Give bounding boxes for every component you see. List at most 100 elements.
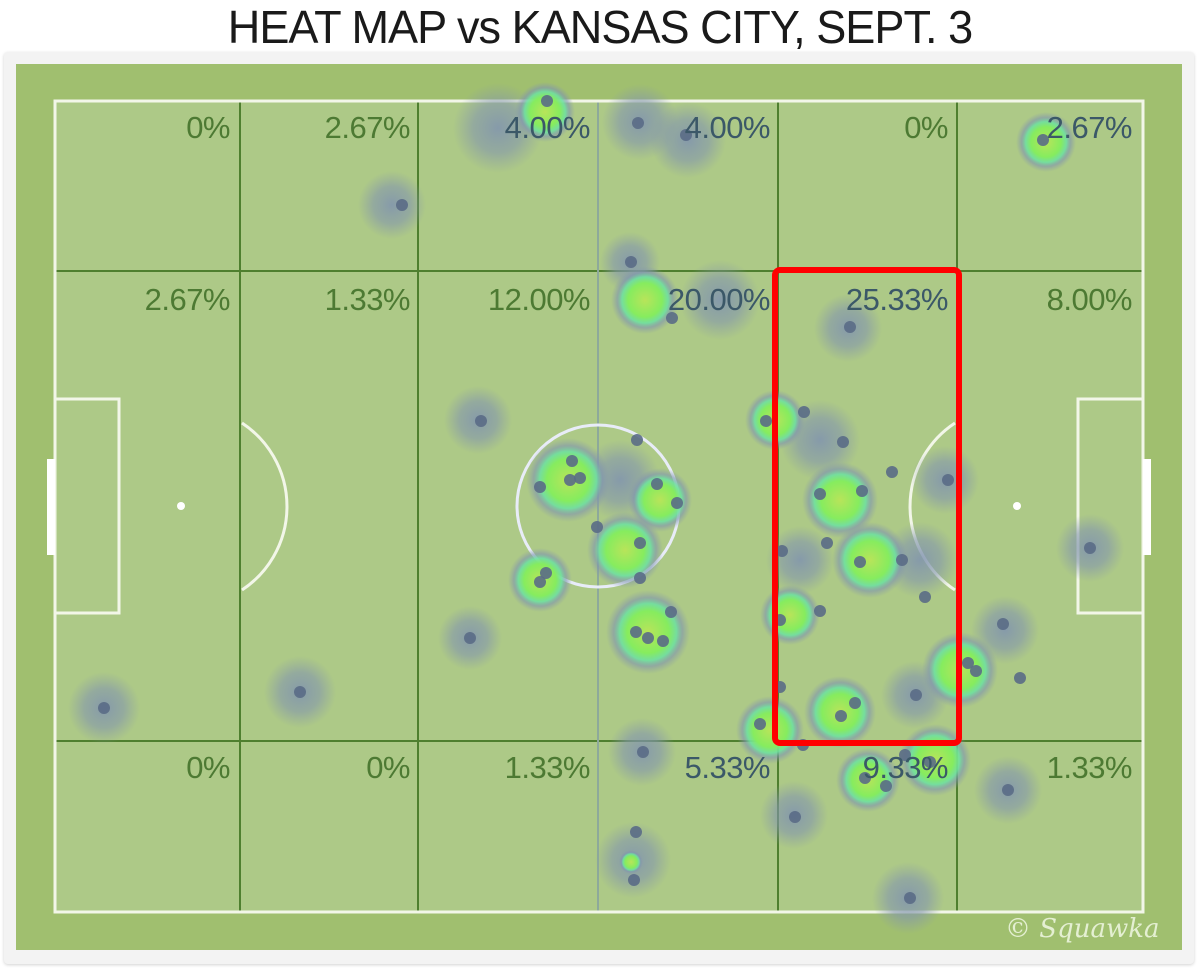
zone-percentage: 2.67%: [324, 110, 411, 145]
touch-dot: [637, 746, 649, 758]
touch-dot: [904, 892, 916, 904]
touch-dot: [849, 697, 861, 709]
touch-dot: [541, 95, 553, 107]
touch-dot: [942, 474, 954, 486]
touch-dot: [837, 436, 849, 448]
touch-dot: [835, 710, 847, 722]
zone-percentage: 1.33%: [1046, 750, 1133, 785]
touch-dot: [657, 635, 669, 647]
heat-blob-hot: [628, 468, 692, 532]
touch-dot: [294, 686, 306, 698]
touch-dot: [540, 567, 552, 579]
touch-dot: [1014, 672, 1026, 684]
zone-percentage: 1.33%: [324, 282, 411, 317]
touch-dots: [98, 95, 1096, 904]
touch-dot: [910, 689, 922, 701]
touch-dot: [919, 591, 931, 603]
heat-blob-hot: [611, 266, 679, 334]
touch-dot: [789, 811, 801, 823]
zone-percentage: 0%: [366, 750, 410, 785]
touch-dot: [1002, 784, 1014, 796]
heat-blob-cool: [358, 171, 426, 239]
zone-percentage: 1.33%: [504, 750, 591, 785]
touch-dot: [634, 572, 646, 584]
zone-percentage: 4.00%: [504, 110, 591, 145]
right-goal: [1143, 459, 1151, 555]
touch-dot: [856, 485, 868, 497]
touch-dot: [396, 199, 408, 211]
touch-dot: [776, 545, 788, 557]
touch-dot: [630, 626, 642, 638]
zone-percentage: 0%: [186, 750, 230, 785]
heat-blob-hot: [832, 522, 908, 598]
zone-percentage: 0%: [186, 110, 230, 145]
touch-dot: [464, 632, 476, 644]
touch-dot: [880, 780, 892, 792]
heat-blob-hot: [760, 585, 820, 645]
touch-dot: [630, 826, 642, 838]
touch-dot: [564, 474, 576, 486]
touch-dot: [574, 472, 586, 484]
left-goal: [47, 459, 55, 555]
zone-percentage: 5.33%: [684, 750, 771, 785]
touch-dot: [534, 481, 546, 493]
touch-dot: [671, 497, 683, 509]
touch-dot: [632, 117, 644, 129]
touch-dot: [886, 466, 898, 478]
touch-dot: [534, 576, 546, 588]
zone-percentage: 12.00%: [487, 282, 591, 317]
zone-percentage: 2.67%: [1046, 110, 1133, 145]
zone-percentage: 9.33%: [862, 750, 949, 785]
zone-percentage: 8.00%: [1046, 282, 1133, 317]
touch-dot: [854, 556, 866, 568]
touch-dot: [814, 488, 826, 500]
zone-percentage: 4.00%: [684, 110, 771, 145]
touch-dot: [642, 632, 654, 644]
touch-dot: [1084, 542, 1096, 554]
touch-dot: [631, 434, 643, 446]
squawka-watermark: © Squawka: [1005, 914, 1160, 944]
heat-blob-hot: [736, 696, 804, 764]
zone-percentage: 0%: [904, 110, 948, 145]
zone-percentage: 20.00%: [667, 282, 771, 317]
right-penalty-spot: [1013, 502, 1021, 510]
touch-dot: [997, 618, 1009, 630]
touch-dot: [680, 129, 692, 141]
heat-blob-cool: [680, 260, 760, 340]
touch-dot: [962, 657, 974, 669]
touch-dot: [1037, 134, 1049, 146]
heat-blob-hot: [619, 850, 643, 874]
touch-dot: [821, 537, 833, 549]
heat-blob-cool: [766, 526, 834, 594]
touch-dot: [970, 665, 982, 677]
touch-dot: [859, 772, 871, 784]
touch-dot: [924, 756, 936, 768]
touch-dot: [566, 455, 578, 467]
heat-blobs: [68, 82, 1124, 934]
touch-dot: [665, 606, 677, 618]
touch-dot: [98, 702, 110, 714]
touch-dot: [625, 256, 637, 268]
touch-dot: [844, 321, 856, 333]
chart-title: HEAT MAP vs KANSAS CITY, SEPT. 3: [227, 1, 973, 53]
touch-dot: [591, 521, 603, 533]
touch-dot: [754, 718, 766, 730]
touch-dot: [628, 874, 640, 886]
touch-dot: [896, 554, 908, 566]
heat-blob-hot: [802, 462, 878, 538]
touch-dot: [798, 406, 810, 418]
touch-dot: [475, 415, 487, 427]
touch-dot: [899, 749, 911, 761]
zone-percentage: 2.67%: [144, 282, 231, 317]
zone-percentage: 25.33%: [845, 282, 949, 317]
touch-dot: [666, 312, 678, 324]
touch-dot: [651, 478, 663, 490]
heat-blob-hot: [587, 512, 663, 588]
touch-dot: [814, 605, 826, 617]
heat-blob-hot: [515, 82, 575, 142]
highlight-box: [772, 267, 962, 746]
left-penalty-spot: [177, 502, 185, 510]
touch-dot: [634, 537, 646, 549]
touch-dot: [760, 415, 772, 427]
